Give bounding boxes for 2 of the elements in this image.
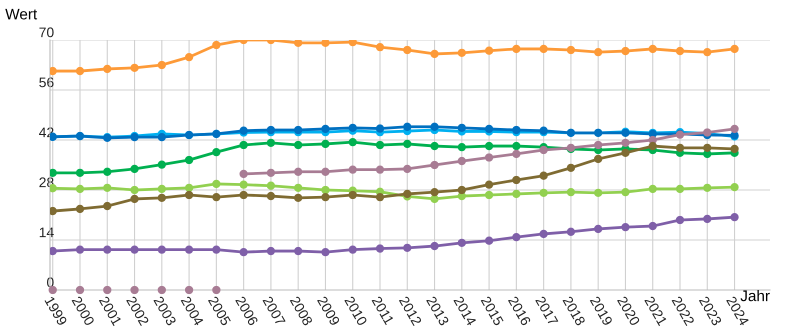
y-axis-title: Wert <box>5 8 38 20</box>
y-tick-label: 70 <box>39 27 54 38</box>
